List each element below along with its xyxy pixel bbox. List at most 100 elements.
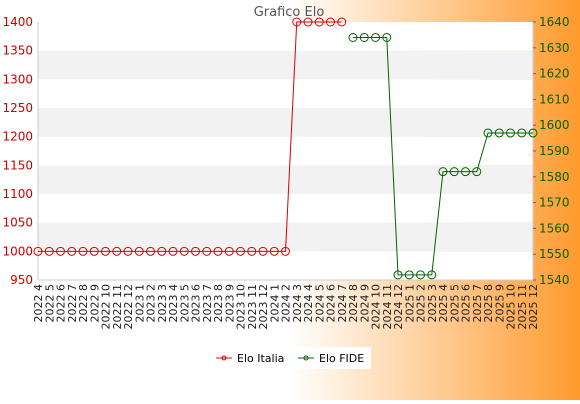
point-fide bbox=[359, 32, 369, 42]
point-italia bbox=[247, 246, 257, 256]
x-tick-label: 2024 3 bbox=[291, 284, 304, 323]
x-tick-label: 2025 5 bbox=[448, 284, 461, 323]
x-tick-label: 2023 9 bbox=[223, 284, 236, 323]
right-y-axis: 1540 1550 1560 1570 1580 1590 1600 1610 1620 1630… bbox=[533, 15, 570, 287]
x-tick-label: 2025 12 bbox=[527, 284, 540, 330]
x-tick-label: 2025 2 bbox=[415, 284, 428, 323]
point-italia bbox=[157, 246, 167, 256]
right-tick-label: 1620 bbox=[539, 67, 570, 81]
x-tick-label: 2024 6 bbox=[325, 284, 338, 323]
x-tick-label: 2023 1 bbox=[133, 284, 146, 323]
point-fide bbox=[461, 167, 470, 177]
legend-label-fide: Elo FIDE bbox=[319, 352, 364, 365]
point-italia bbox=[258, 246, 268, 256]
legend-box bbox=[211, 347, 371, 369]
x-tick-label: 2023 11 bbox=[246, 284, 259, 330]
x-tick-label: 2024 7 bbox=[336, 284, 349, 323]
x-tick-label: 2022 10 bbox=[100, 284, 113, 330]
x-tick-label: 2024 1 bbox=[268, 284, 281, 323]
point-fide bbox=[517, 128, 527, 138]
point-italia bbox=[337, 17, 347, 27]
point-fide bbox=[472, 167, 482, 177]
point-italia bbox=[101, 246, 110, 256]
point-italia bbox=[123, 246, 133, 256]
x-tick-label: 2024 5 bbox=[313, 284, 326, 323]
plot-band bbox=[38, 22, 533, 51]
point-italia bbox=[89, 246, 99, 256]
x-tick-label: 2025 3 bbox=[426, 284, 439, 323]
x-tick-label: 2022 8 bbox=[77, 284, 90, 323]
point-fide bbox=[506, 128, 515, 138]
plot-area bbox=[37, 22, 534, 281]
left-tick-label: 1300 bbox=[2, 72, 33, 86]
point-italia bbox=[191, 246, 200, 256]
plot-band bbox=[38, 251, 533, 280]
point-italia bbox=[146, 246, 155, 256]
series-layer bbox=[33, 17, 538, 280]
x-tick-label: 2022 11 bbox=[111, 284, 124, 330]
x-tick-label: 2025 11 bbox=[516, 284, 529, 330]
right-tick-label: 1570 bbox=[539, 196, 570, 210]
x-tick-label: 2023 2 bbox=[145, 284, 158, 323]
point-fide bbox=[528, 128, 538, 138]
right-tick-label: 1610 bbox=[539, 92, 570, 106]
x-tick-label: 2022 12 bbox=[122, 284, 135, 330]
point-fide bbox=[449, 167, 459, 177]
point-fide bbox=[404, 270, 414, 280]
x-tick-label: 2024 12 bbox=[392, 284, 405, 330]
point-italia bbox=[202, 246, 212, 256]
legend-label-italia: Elo Italia bbox=[237, 352, 284, 365]
point-italia bbox=[292, 17, 302, 27]
x-tick-label: 2025 7 bbox=[471, 284, 484, 323]
right-tick-label: 1580 bbox=[539, 170, 570, 184]
point-italia bbox=[326, 17, 335, 27]
x-tick-label: 2024 10 bbox=[370, 284, 383, 330]
x-tick-label: 2024 9 bbox=[358, 284, 371, 323]
point-italia bbox=[281, 246, 290, 256]
right-tick-label: 1560 bbox=[539, 221, 570, 235]
plot-band bbox=[38, 79, 533, 108]
point-fide bbox=[438, 167, 448, 177]
plot-band bbox=[38, 108, 533, 137]
x-tick-label: 2024 4 bbox=[302, 284, 315, 323]
left-tick-label: 950 bbox=[10, 273, 33, 287]
x-tick-label: 2022 9 bbox=[88, 284, 101, 323]
point-italia bbox=[269, 246, 279, 256]
x-tick-label: 2025 6 bbox=[460, 284, 473, 323]
point-italia bbox=[134, 246, 144, 256]
chart-title: Grafico Elo bbox=[254, 5, 325, 20]
x-tick-label: 2023 8 bbox=[212, 284, 225, 323]
x-tick-label: 2022 5 bbox=[43, 284, 56, 323]
right-tick-label: 1540 bbox=[539, 273, 570, 287]
point-italia bbox=[56, 246, 65, 256]
legend-item-fide: Elo FIDE bbox=[298, 352, 364, 365]
legend-marker-fide bbox=[303, 355, 309, 361]
left-y-axis: 950 1000 1050 1100 1150 1200 1250 1300 1350 1400 bbox=[2, 15, 33, 287]
point-fide bbox=[348, 32, 358, 42]
x-tick-label: 2025 10 bbox=[505, 284, 518, 330]
point-italia bbox=[33, 246, 43, 256]
left-tick-label: 1050 bbox=[2, 216, 33, 230]
point-italia bbox=[168, 246, 178, 256]
point-fide bbox=[393, 270, 403, 280]
point-fide bbox=[483, 128, 493, 138]
right-tick-label: 1600 bbox=[539, 118, 570, 132]
plot-band bbox=[38, 194, 533, 223]
x-tick-label: 2023 12 bbox=[257, 284, 270, 330]
x-tick-label: 2023 7 bbox=[201, 284, 214, 323]
x-tick-label: 2022 7 bbox=[66, 284, 79, 323]
right-tick-label: 1550 bbox=[539, 247, 570, 261]
x-tick-label: 2023 10 bbox=[235, 284, 248, 330]
left-tick-label: 1100 bbox=[2, 187, 33, 201]
point-italia bbox=[236, 246, 245, 256]
left-tick-label: 1350 bbox=[2, 44, 33, 58]
legend: Elo Italia Elo FIDE bbox=[211, 347, 371, 369]
plot-band bbox=[38, 50, 533, 80]
point-fide bbox=[416, 270, 425, 280]
point-fide bbox=[371, 32, 380, 42]
right-tick-label: 1640 bbox=[539, 15, 570, 29]
point-italia bbox=[303, 17, 313, 27]
point-italia bbox=[78, 246, 88, 256]
